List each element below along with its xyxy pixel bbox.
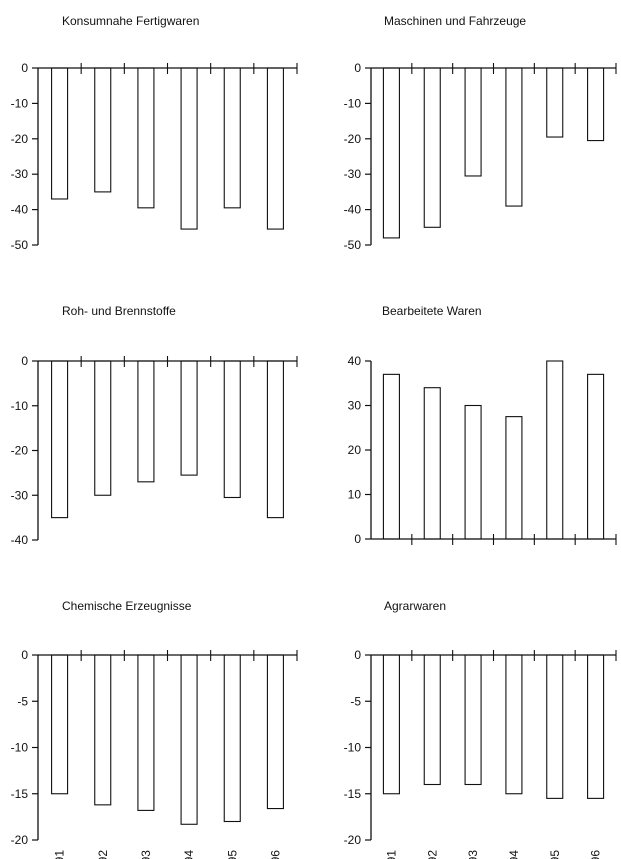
bar — [137, 654, 155, 811]
bar — [546, 654, 564, 799]
bar — [423, 654, 441, 786]
bar — [51, 654, 69, 795]
bar — [51, 360, 69, 519]
x-tick-label: 1993 — [139, 850, 153, 859]
x-tick-label: 1991 — [53, 850, 67, 859]
y-tick-label: -40 — [344, 203, 362, 217]
y-tick-label: 40 — [348, 354, 362, 368]
bar — [94, 67, 112, 193]
bar — [546, 67, 564, 138]
bar — [464, 404, 482, 540]
chart-panel-6: Agrarwaren 0 -5 -10 -15 -20 1991 1992 1993 1994 1… — [310, 585, 621, 859]
bar — [546, 360, 564, 540]
y-tick-label: -30 — [11, 488, 29, 502]
bar — [266, 654, 284, 810]
bar — [505, 67, 523, 207]
bar — [223, 67, 241, 209]
chart-title: Konsumnahe Fertigwaren — [62, 14, 200, 28]
bar — [180, 67, 198, 230]
x-tick-label: 1994 — [507, 850, 521, 859]
bar — [423, 67, 441, 228]
y-tick-label: -20 — [11, 444, 29, 458]
bar — [464, 67, 482, 177]
chart-title: Agrarwaren — [384, 599, 447, 613]
x-tick-label: 1991 — [384, 850, 398, 859]
chart-panel-4: Bearbeitete Waren 40 30 20 10 0 — [310, 290, 621, 560]
y-tick-label: -30 — [11, 167, 29, 181]
x-tick-label: 1992 — [425, 850, 439, 859]
chart-panel-1: Konsumnahe Fertigwaren 0 -10 -20 -30 -40 -50 — [0, 0, 310, 270]
chart-svg: 0 -10 -20 -30 -40 -50 — [344, 61, 617, 252]
y-tick-label: -10 — [11, 741, 29, 755]
y-tick-label: -20 — [11, 132, 29, 146]
bar — [266, 67, 284, 230]
chart-panel-3: Roh- und Brennstoffe 0 -10 -20 -30 -40 — [0, 290, 310, 560]
x-tick-label: 1993 — [466, 850, 480, 859]
bar — [94, 654, 112, 806]
chart-panel-5: Chemische Erzeugnisse 0 -5 -10 -15 -20 1991 19… — [0, 585, 310, 859]
bar — [382, 373, 400, 540]
bar — [266, 360, 284, 519]
y-tick-label: 0 — [21, 648, 28, 662]
chart-svg: 0 -5 -10 -15 -20 1991 1992 1993 1994 1995 1996 — [344, 648, 617, 859]
bar — [464, 654, 482, 786]
bar — [587, 373, 605, 540]
y-tick-label: -10 — [11, 399, 29, 413]
y-tick-label: 30 — [348, 399, 362, 413]
bar — [587, 67, 605, 142]
y-tick-label: -30 — [344, 167, 362, 181]
chart-title: Chemische Erzeugnisse — [62, 599, 192, 613]
bar — [587, 654, 605, 799]
bar — [137, 67, 155, 209]
y-tick-label: 0 — [354, 648, 361, 662]
x-tick-label: 1994 — [182, 850, 196, 859]
x-tick-label: 1992 — [96, 850, 110, 859]
bar — [180, 360, 198, 476]
y-tick-label: 20 — [348, 443, 362, 457]
chart-svg: 0 -10 -20 -30 -40 — [11, 354, 298, 547]
y-tick-label: -5 — [17, 694, 28, 708]
y-tick-label: -40 — [11, 533, 29, 547]
y-tick-label: -50 — [344, 238, 362, 252]
y-tick-label: -40 — [11, 203, 29, 217]
bar — [423, 387, 441, 540]
bar — [51, 67, 69, 200]
y-tick-label: -50 — [11, 238, 29, 252]
y-tick-label: -15 — [344, 787, 362, 801]
x-tick-label: 1996 — [589, 850, 603, 859]
bar — [180, 654, 198, 825]
y-tick-label: -5 — [350, 694, 361, 708]
y-tick-label: -15 — [11, 787, 29, 801]
chart-title: Bearbeitete Waren — [382, 304, 482, 318]
bar — [94, 360, 112, 496]
y-tick-label: 10 — [348, 488, 362, 502]
chart-svg: 0 -10 -20 -30 -40 -50 — [11, 61, 298, 252]
y-tick-label: 0 — [354, 61, 361, 75]
bar — [223, 654, 241, 823]
bar — [505, 654, 523, 795]
y-tick-label: -10 — [344, 741, 362, 755]
bar — [505, 416, 523, 540]
chart-title: Roh- und Brennstoffe — [62, 304, 176, 318]
y-tick-label: -20 — [344, 833, 362, 847]
x-tick-label: 1995 — [548, 850, 562, 859]
y-tick-label: 0 — [354, 532, 361, 546]
y-tick-label: -20 — [344, 132, 362, 146]
x-tick-label: 1996 — [268, 850, 282, 859]
y-tick-label: -20 — [11, 833, 29, 847]
chart-panel-2: Maschinen und Fahrzeuge 0 -10 -20 -30 -40 -50 — [310, 0, 621, 270]
bar — [382, 67, 400, 239]
x-tick-label: 1995 — [225, 850, 239, 859]
y-tick-label: 0 — [21, 354, 28, 368]
y-tick-label: 0 — [21, 61, 28, 75]
chart-svg: 40 30 20 10 0 — [348, 354, 617, 546]
chart-svg: 0 -5 -10 -15 -20 1991 1992 1993 1994 1995 1996 — [11, 648, 298, 859]
y-tick-label: -10 — [11, 96, 29, 110]
bar — [382, 654, 400, 795]
bar — [223, 360, 241, 499]
chart-title: Maschinen und Fahrzeuge — [384, 14, 527, 28]
y-tick-label: -10 — [344, 96, 362, 110]
bar — [137, 360, 155, 483]
